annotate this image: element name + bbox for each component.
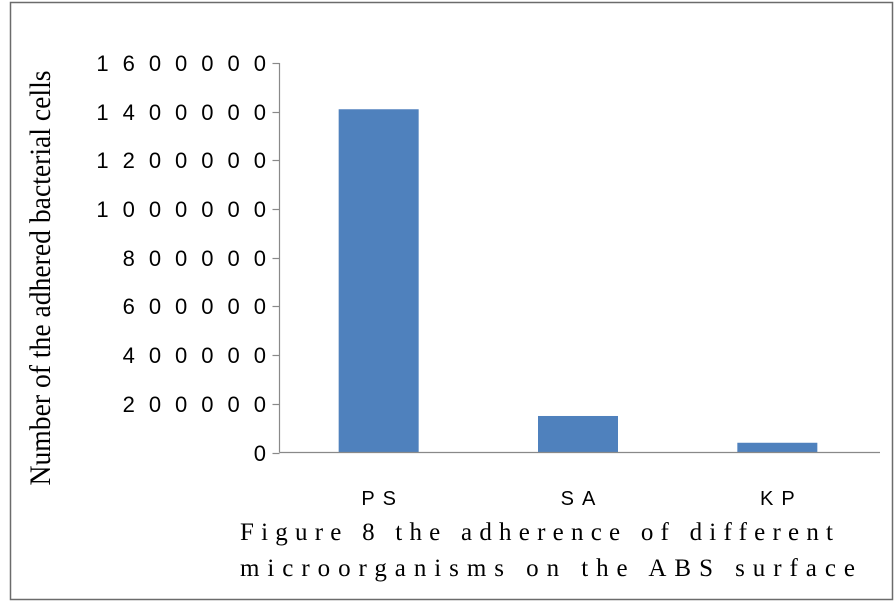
- bars: [338, 109, 818, 453]
- y-tick-label: 1000000: [96, 197, 280, 222]
- y-axis-title: Number of the adhered bacterial cells: [24, 71, 57, 486]
- y-tick-label: 0: [254, 441, 280, 466]
- x-tick-label: SA: [561, 488, 604, 510]
- x-axis-labels: PS SA KP: [361, 488, 803, 510]
- x-tick-label: PS: [361, 488, 404, 510]
- y-tick-label: 400000: [123, 343, 280, 368]
- y-tick-label: 200000: [123, 392, 280, 417]
- y-tick-label: 1400000: [96, 100, 280, 125]
- y-tick-label: 600000: [123, 294, 280, 319]
- bar-ps: [338, 109, 419, 453]
- y-tick-label: 1200000: [96, 148, 280, 173]
- y-tick-label: 800000: [123, 246, 280, 271]
- y-axis-ticks: 0 200000 400000 600000 800000 1000000 1200000 1…: [96, 51, 280, 466]
- chart-frame: [9, 1, 894, 601]
- bar-sa: [538, 415, 618, 453]
- x-tick-label: KP: [760, 488, 803, 510]
- y-tick-label: 1600000: [96, 51, 280, 76]
- bar-kp: [737, 442, 818, 453]
- figure-caption-line-2: microorganisms on the ABS surface: [240, 555, 855, 582]
